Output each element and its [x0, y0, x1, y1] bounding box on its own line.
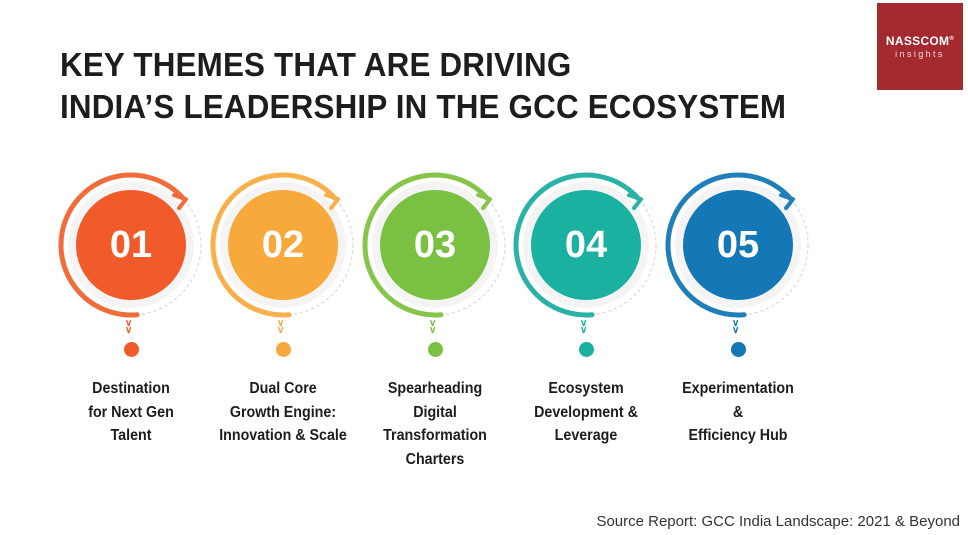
logo-brand: NASSCOM [885, 34, 950, 48]
logo-sub: insights [895, 49, 945, 59]
double-chevron-down-icon: ∨ ∨ [429, 318, 437, 336]
theme-dot [276, 342, 291, 357]
double-chevron-down-icon: ∨ ∨ [125, 318, 133, 336]
theme-label: Dual Core Growth Engine: Innovation & Sc… [219, 380, 347, 444]
theme-dot [731, 342, 746, 357]
theme-number: 02 [261, 223, 305, 266]
theme-label: Destination for Next Gen Talent [88, 380, 174, 444]
theme-number-circle [380, 190, 490, 300]
arrow-head-icon [172, 193, 189, 211]
theme-number-circle [531, 190, 641, 300]
nasscom-insights-logo: NASSCOM® insights [877, 3, 963, 90]
theme-label: Ecosystem Development & Leverage [534, 380, 638, 444]
page-title-line-1: KEY THEMES THAT ARE DRIVING [60, 46, 572, 83]
theme-ring-icon [665, 172, 809, 318]
theme-ring-icon [362, 172, 506, 318]
theme-dot [124, 342, 139, 357]
theme-number: 05 [716, 223, 760, 266]
page-title-line-2: INDIA’S LEADERSHIP IN THE GCC ECOSYSTEM [60, 88, 787, 125]
double-chevron-down-icon: ∨ ∨ [580, 318, 588, 336]
theme-arc [513, 172, 641, 318]
theme-arc [210, 172, 338, 318]
theme-ring-icon [210, 172, 354, 318]
logo-registered-mark: ® [949, 36, 955, 42]
theme-number: 03 [413, 223, 457, 266]
theme-number: 04 [564, 223, 608, 266]
double-chevron-down-icon: ∨ ∨ [732, 318, 740, 336]
double-chevron-down-icon: ∨ ∨ [277, 318, 285, 336]
theme-number-circle [76, 190, 186, 300]
theme-dot [428, 342, 443, 357]
theme-label: Experimentation & Efficiency Hub [682, 380, 794, 444]
page-title: KEY THEMES THAT ARE DRIVING INDIA’S LEAD… [60, 44, 786, 128]
theme-dot [579, 342, 594, 357]
theme-number-circle [683, 190, 793, 300]
theme-arc [58, 172, 186, 318]
theme-arc [665, 172, 793, 318]
theme-ring-icon [58, 172, 202, 318]
source-note: Source Report: GCC India Landscape: 2021… [596, 513, 960, 530]
arrow-head-icon [627, 193, 644, 211]
arrow-head-icon [476, 193, 493, 211]
theme-number: 01 [109, 223, 153, 266]
theme-ring-icon [513, 172, 657, 318]
theme-number-circle [228, 190, 338, 300]
arrow-head-icon [324, 193, 341, 211]
theme-arc [362, 172, 490, 318]
arrow-head-icon [779, 193, 796, 211]
theme-label: Spearheading Digital Transformation Char… [383, 380, 487, 468]
